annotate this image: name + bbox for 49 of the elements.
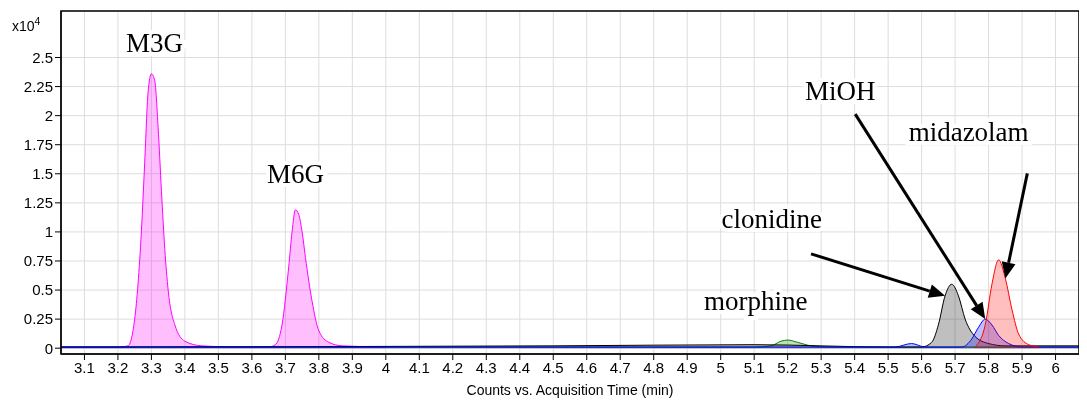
x-tick-label: 4.9 <box>676 358 698 376</box>
annotation: morphine <box>703 286 808 317</box>
x-tick-label: 3.7 <box>274 358 296 376</box>
x-tick-label: 5.2 <box>777 358 799 376</box>
y-tick-label: 0.25 <box>23 310 53 328</box>
y-tick-label: 2.5 <box>32 48 53 66</box>
x-tick-label: 4.7 <box>609 358 631 376</box>
x-tick-label: 5.7 <box>944 358 966 376</box>
x-tick-label: 4.6 <box>576 358 598 376</box>
y-tick-label: 2.25 <box>23 77 53 95</box>
x-tick-label: 5.1 <box>743 358 765 376</box>
y-tick-label: 1.5 <box>32 165 53 183</box>
x-tick-label: 5.5 <box>877 358 899 376</box>
x-tick-label: 3.9 <box>341 358 363 376</box>
y-axis-title: x10$^{4}$ <box>12 15 41 34</box>
x-tick-label: 5.8 <box>978 358 1000 376</box>
x-tick-label: 4.2 <box>442 358 464 376</box>
y-tick-label: 1 <box>44 223 53 241</box>
x-tick-label: 3.1 <box>74 358 95 376</box>
x-tick-label: 5.4 <box>844 358 866 376</box>
x-tick-label: 4.4 <box>509 358 531 376</box>
x-tick-label: 4.3 <box>475 358 497 376</box>
annotation: M3G <box>125 27 183 58</box>
x-tick-label: 3.6 <box>241 358 263 376</box>
x-tick-label: 3.4 <box>174 358 196 376</box>
x-tick-label: 5.6 <box>911 358 933 376</box>
x-tick-label: 4.8 <box>643 358 665 376</box>
y-tick-label: 0.75 <box>23 252 53 270</box>
annotation: M6G <box>266 158 324 189</box>
x-tick-label: 3.3 <box>140 358 162 376</box>
x-axis-title: Counts vs. Acquisition Time (min) <box>466 382 674 398</box>
x-tick-label: 5.3 <box>810 358 832 376</box>
annotation: clonidine <box>721 204 822 235</box>
annotation: midazolam <box>908 116 1029 147</box>
x-tick-label: 4.5 <box>542 358 564 376</box>
x-tick-label: 6 <box>1051 358 1060 376</box>
y-tick-label: 0.5 <box>32 281 53 299</box>
x-tick-label: 5.9 <box>1011 358 1033 376</box>
x-tick-label: 3.5 <box>207 358 229 376</box>
x-tick-label: 5 <box>716 358 725 376</box>
x-tick-label: 3.2 <box>107 358 129 376</box>
x-tick-label: 4.1 <box>408 358 430 376</box>
y-tick-label: 2 <box>44 106 53 124</box>
y-tick-label: 1.25 <box>23 194 53 212</box>
x-tick-label: 4 <box>381 358 390 376</box>
x-tick-label: 3.8 <box>308 358 330 376</box>
y-tick-label: 0 <box>44 339 53 357</box>
annotation: MiOH <box>804 76 876 107</box>
y-tick-label: 1.75 <box>23 136 53 154</box>
